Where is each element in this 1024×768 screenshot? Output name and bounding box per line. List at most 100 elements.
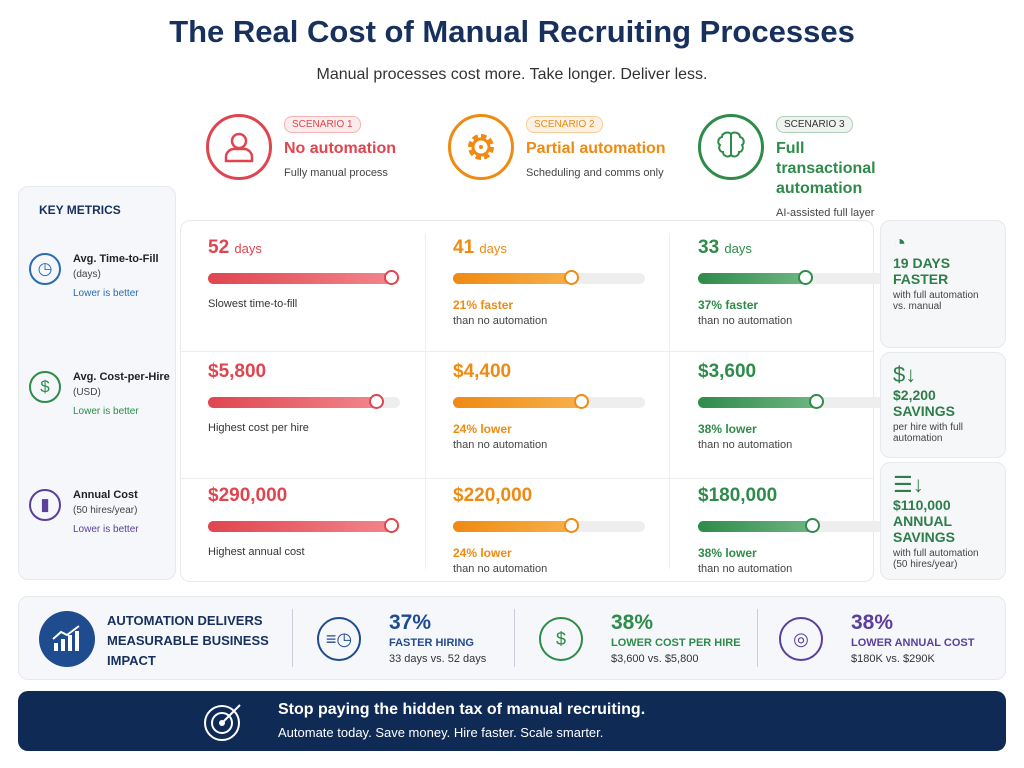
impact-item: ◎ 38% LOWER ANNUAL COST $180K vs. $290K [779, 611, 974, 665]
metric-unit: (days) [73, 269, 101, 280]
cta-title: Stop paying the hidden tax of manual rec… [278, 701, 646, 718]
metric-cell: $3,600 38% lower than no automation [698, 361, 928, 451]
metric-value: 52 [208, 237, 230, 258]
dollar-circle-icon: $ [539, 617, 583, 661]
key-metrics-panel: KEY METRICS ◷ Avg. Time-to-Fill (days) L… [18, 186, 176, 580]
progress-bar [698, 394, 890, 409]
scenario-desc: Scheduling and comms only [526, 167, 664, 179]
savings-value: $2,200 [893, 387, 936, 403]
bar-chart-icon: ▮ [29, 489, 61, 521]
coins-icon: ◎ [779, 617, 823, 661]
scenario-title: Partial automation [526, 140, 666, 157]
metric-value: $220,000 [453, 485, 533, 506]
metric-note: 24% lower [453, 546, 512, 560]
metric-cell: $290,000 Highest annual cost [208, 485, 438, 561]
savings-desc: with full automation vs. manual [893, 290, 979, 312]
savings-card: ☰↓ $110,000 ANNUAL SAVINGS with full aut… [880, 462, 1006, 580]
impact-detail: $3,600 vs. $5,800 [611, 653, 699, 665]
progress-bar [208, 518, 400, 533]
metric-cell: 33 days 37% faster than no automation [698, 237, 928, 327]
metric-unit: (50 hires/year) [73, 505, 138, 516]
metric-hint: Lower is better [73, 288, 139, 299]
metric-note-detail: than no automation [453, 315, 548, 327]
scenario-title: Full transactional automation [776, 140, 876, 197]
fast-clock-icon: ≡◷ [317, 617, 361, 661]
scenario-badge: SCENARIO 1 [284, 116, 361, 133]
metric-cell: $4,400 24% lower than no automation [453, 361, 683, 451]
progress-bar [208, 270, 400, 285]
metric-label: Annual Cost [73, 489, 138, 501]
metric-note-detail: than no automation [698, 563, 793, 575]
savings-desc: per hire with full automation [893, 422, 964, 444]
metric-value: $5,800 [208, 361, 267, 382]
impact-label: LOWER ANNUAL COST [851, 637, 975, 649]
metric-cell: 52 days Slowest time-to-fill [208, 237, 438, 313]
dollar-down-icon: $↓ [893, 362, 917, 387]
savings-card: ◔ 19 DAYS FASTER with full automation vs… [880, 220, 1006, 348]
progress-bar [453, 518, 645, 533]
scenario-1: SCENARIO 1 No automation Fully manual pr… [206, 114, 396, 180]
key-metrics-heading: KEY METRICS [39, 203, 121, 217]
impact-label: FASTER HIRING [389, 637, 474, 649]
target-icon [202, 699, 246, 748]
metric-value: 41 [453, 237, 475, 258]
metric-value: 33 [698, 237, 720, 258]
metric-cell: $180,000 38% lower than no automation [698, 485, 928, 575]
metric-cell: 41 days 21% faster than no automation [453, 237, 683, 327]
metric-value: $3,600 [698, 361, 757, 382]
metric-note-detail: than no automation [698, 315, 793, 327]
gear-icon [448, 114, 514, 180]
speedometer-icon: ◔ [893, 230, 907, 255]
impact-percent: 38% [851, 611, 894, 634]
scenario-title: No automation [284, 140, 396, 157]
key-metric-1: ◷ Avg. Time-to-Fill (days) Lower is bett… [29, 253, 174, 299]
savings-label: SAVINGS [893, 403, 955, 419]
scenario-badge: SCENARIO 3 [776, 116, 853, 133]
progress-bar [453, 394, 645, 409]
scenario-badge: SCENARIO 2 [526, 116, 603, 133]
clock-icon: ◷ [29, 253, 61, 285]
metric-value: $180,000 [698, 485, 778, 506]
key-metric-2: $ Avg. Cost-per-Hire (USD) Lower is bett… [29, 371, 174, 417]
user-icon [206, 114, 272, 180]
key-metric-3: ▮ Annual Cost (50 hires/year) Lower is b… [29, 489, 174, 535]
brain-icon [698, 114, 764, 180]
impact-item: ≡◷ 37% FASTER HIRING 33 days vs. 52 days [317, 611, 486, 665]
impact-heading: AUTOMATION DELIVERS MEASURABLE BUSINESS … [107, 613, 269, 668]
metric-note-detail: than no automation [453, 563, 548, 575]
metric-note: 37% faster [698, 298, 759, 312]
progress-bar [698, 270, 890, 285]
metric-unit: days [479, 241, 507, 256]
impact-detail: $180K vs. $290K [851, 653, 935, 665]
impact-label: LOWER COST PER HIRE [611, 637, 741, 649]
impact-detail: 33 days vs. 52 days [389, 653, 487, 665]
savings-card: $↓ $2,200 SAVINGS per hire with full aut… [880, 352, 1006, 458]
dollar-icon: $ [29, 371, 61, 403]
progress-bar [453, 270, 645, 285]
cta-banner: Stop paying the hidden tax of manual rec… [18, 691, 1006, 751]
savings-value: 19 DAYS [893, 255, 951, 271]
metric-unit: days [724, 241, 752, 256]
scenario-desc: Fully manual process [284, 167, 388, 179]
metric-note: Highest annual cost [208, 546, 305, 558]
metric-note-detail: than no automation [453, 439, 548, 451]
savings-value: $110,000 [893, 497, 951, 513]
metric-note: Slowest time-to-fill [208, 298, 298, 310]
metric-cell: $220,000 24% lower than no automation [453, 485, 683, 575]
impact-item: $ 38% LOWER COST PER HIRE $3,600 vs. $5,… [539, 611, 741, 665]
metric-note: 21% faster [453, 298, 514, 312]
savings-label: FASTER [893, 271, 949, 287]
progress-bar [698, 518, 890, 533]
metric-hint: Lower is better [73, 406, 139, 417]
impact-banner: AUTOMATION DELIVERS MEASURABLE BUSINESS … [18, 596, 1006, 680]
metric-note: 38% lower [698, 546, 757, 560]
metric-unit: (USD) [73, 387, 101, 398]
metric-note: Highest cost per hire [208, 422, 309, 434]
metric-label: Avg. Time-to-Fill [73, 253, 159, 265]
metric-value: $4,400 [453, 361, 512, 382]
page-subtitle: Manual processes cost more. Take longer.… [316, 66, 708, 83]
metric-cell: $5,800 Highest cost per hire [208, 361, 438, 437]
metric-value: $290,000 [208, 485, 288, 506]
savings-label: ANNUAL SAVINGS [893, 513, 955, 545]
impact-percent: 37% [389, 611, 432, 634]
